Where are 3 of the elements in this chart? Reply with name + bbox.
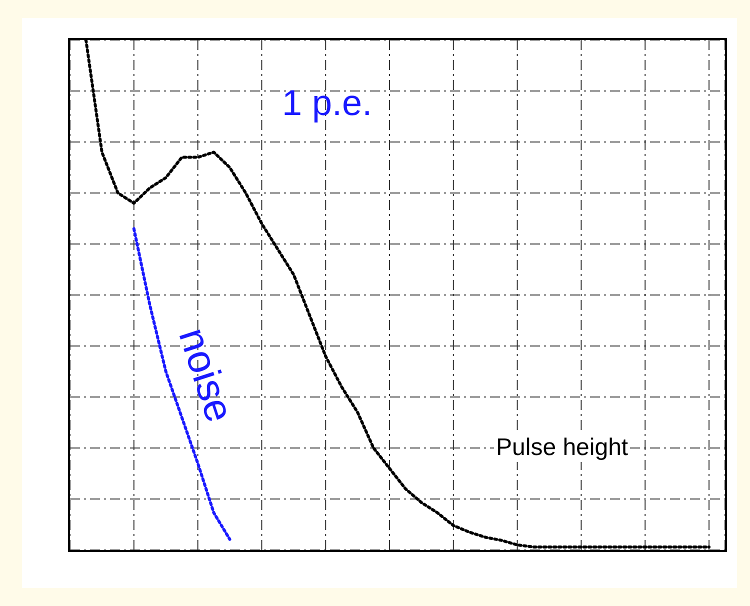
annotation: 1 p.e. (282, 82, 372, 124)
x-axis-title: Pulse height (494, 434, 630, 462)
text: noise (170, 322, 242, 428)
